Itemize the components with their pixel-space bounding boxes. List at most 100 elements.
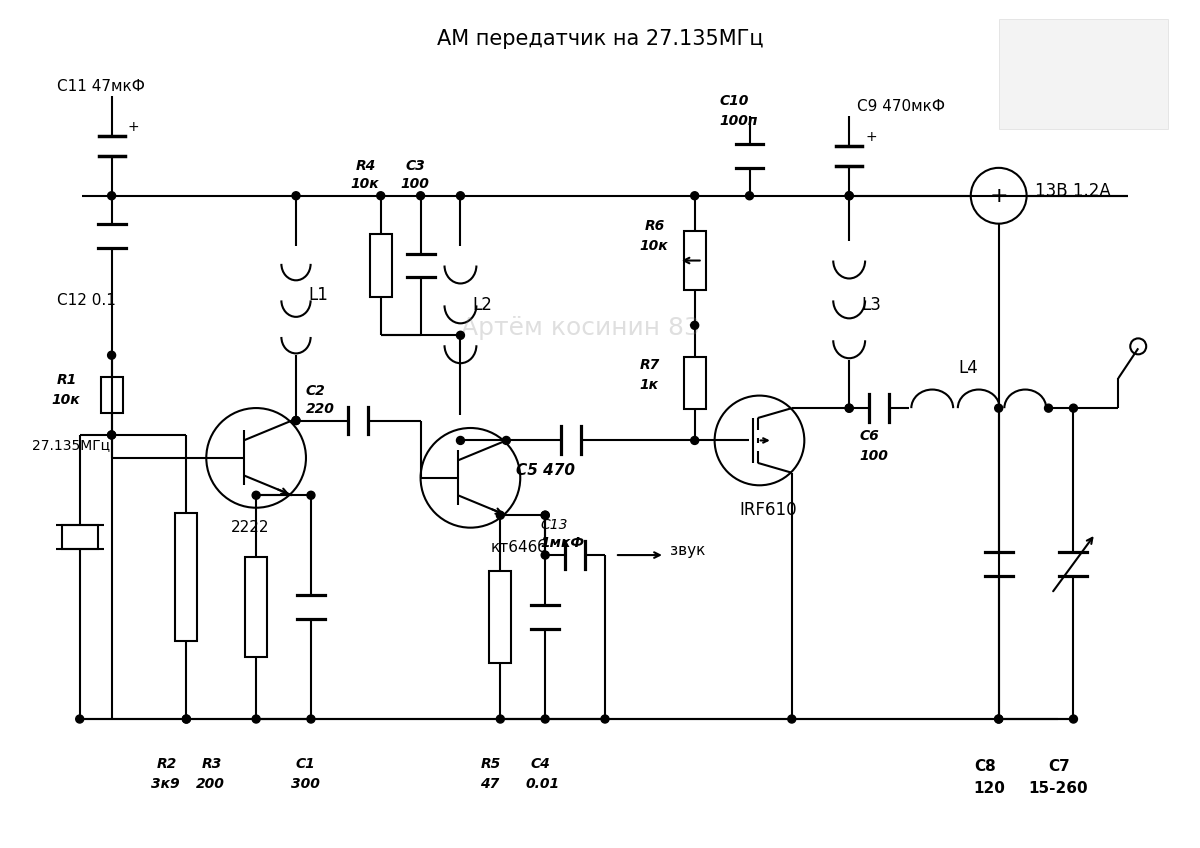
Bar	[684, 232, 706, 290]
Text: АМ передатчик на 27.135МГц: АМ передатчик на 27.135МГц	[437, 30, 763, 49]
Text: 10к: 10к	[350, 176, 379, 191]
Circle shape	[1069, 715, 1078, 723]
Text: 2222: 2222	[232, 520, 270, 535]
Circle shape	[292, 192, 300, 200]
Text: C10: C10	[720, 94, 749, 108]
Circle shape	[377, 192, 385, 200]
Text: R1: R1	[56, 373, 77, 388]
Text: +: +	[865, 130, 877, 144]
Circle shape	[845, 404, 853, 412]
Circle shape	[416, 192, 425, 200]
Circle shape	[845, 404, 853, 412]
Bar	[61, 525, 97, 550]
Text: 10к: 10к	[52, 393, 80, 407]
Text: 27.135МГц: 27.135МГц	[32, 438, 110, 452]
Circle shape	[541, 715, 550, 723]
Circle shape	[252, 491, 260, 499]
Text: R5: R5	[480, 757, 500, 771]
Bar	[101, 377, 122, 413]
Text: Артём косинин 83: Артём косинин 83	[461, 316, 700, 340]
Bar	[370, 234, 391, 297]
Circle shape	[1069, 404, 1078, 412]
Text: 0.01: 0.01	[526, 777, 559, 791]
Text: C6: C6	[859, 429, 878, 443]
Text: C7: C7	[1049, 759, 1070, 774]
Text: L1: L1	[308, 287, 328, 304]
Circle shape	[252, 715, 260, 723]
Circle shape	[541, 511, 550, 519]
Text: C1: C1	[296, 757, 316, 771]
Circle shape	[691, 192, 698, 200]
Text: 300: 300	[292, 777, 320, 791]
Text: 3к9: 3к9	[151, 777, 180, 791]
Circle shape	[503, 437, 510, 444]
Circle shape	[691, 437, 698, 444]
Text: C8: C8	[973, 759, 996, 774]
Text: C3: C3	[406, 159, 425, 173]
Text: 47: 47	[480, 777, 499, 791]
Text: C9 470мкФ: C9 470мкФ	[857, 98, 946, 114]
Text: +: +	[989, 186, 1008, 206]
Circle shape	[292, 416, 300, 425]
Circle shape	[456, 192, 464, 200]
Circle shape	[108, 351, 115, 360]
Text: 200: 200	[197, 777, 226, 791]
Text: 15-260: 15-260	[1028, 781, 1088, 796]
Text: L2: L2	[473, 297, 492, 315]
Circle shape	[787, 715, 796, 723]
Bar	[490, 572, 511, 663]
Text: L4: L4	[959, 360, 978, 377]
Text: 120: 120	[973, 781, 1006, 796]
Text: 100: 100	[859, 449, 888, 463]
Circle shape	[497, 511, 504, 519]
Circle shape	[182, 715, 191, 723]
Text: C5 470: C5 470	[516, 463, 575, 477]
Circle shape	[182, 715, 191, 723]
Text: 10к: 10к	[640, 238, 668, 253]
Circle shape	[541, 551, 550, 559]
Text: R6: R6	[644, 219, 665, 232]
Circle shape	[292, 416, 300, 425]
Text: C11 47мкФ: C11 47мкФ	[56, 79, 145, 93]
Circle shape	[601, 715, 608, 723]
Text: L3: L3	[862, 297, 881, 315]
Bar	[998, 20, 1168, 129]
Circle shape	[995, 715, 1003, 723]
Text: R7: R7	[640, 358, 660, 372]
Bar	[245, 557, 268, 657]
Circle shape	[845, 192, 853, 200]
Text: C13: C13	[540, 518, 568, 533]
Circle shape	[76, 715, 84, 723]
Circle shape	[995, 404, 1003, 412]
Text: 13В 1.2А: 13В 1.2А	[1034, 181, 1110, 200]
Text: звук: звук	[670, 543, 706, 558]
Text: C4: C4	[530, 757, 550, 771]
Circle shape	[108, 431, 115, 439]
Circle shape	[497, 715, 504, 723]
Text: R4: R4	[356, 159, 376, 173]
Circle shape	[995, 715, 1003, 723]
Circle shape	[108, 192, 115, 200]
Text: кт646б: кт646б	[491, 540, 547, 555]
Circle shape	[845, 192, 853, 200]
Circle shape	[456, 437, 464, 444]
Circle shape	[456, 332, 464, 339]
Text: R3: R3	[202, 757, 222, 771]
Circle shape	[691, 321, 698, 329]
Text: 1мкФ: 1мкФ	[540, 536, 584, 550]
Circle shape	[745, 192, 754, 200]
Circle shape	[541, 511, 550, 519]
Text: 100: 100	[401, 176, 430, 191]
Text: 100п: 100п	[720, 114, 758, 128]
Text: 1к: 1к	[640, 378, 659, 392]
Bar	[684, 357, 706, 409]
Text: IRF610: IRF610	[739, 501, 797, 519]
Circle shape	[108, 431, 115, 439]
Bar	[175, 513, 197, 641]
Circle shape	[1044, 404, 1052, 412]
Circle shape	[307, 491, 314, 499]
Text: R2: R2	[156, 757, 176, 771]
Text: 220: 220	[306, 402, 335, 416]
Text: C12 0.1: C12 0.1	[56, 293, 115, 308]
Circle shape	[307, 715, 314, 723]
